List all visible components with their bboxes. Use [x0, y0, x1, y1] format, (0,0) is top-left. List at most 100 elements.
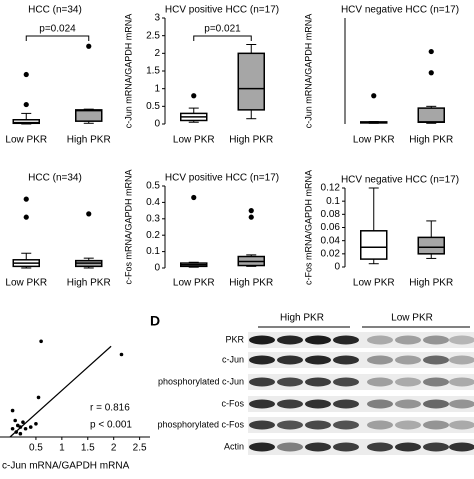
- blot-band: [305, 399, 331, 409]
- point: [36, 395, 41, 400]
- blot-row-label: Actin: [224, 441, 244, 451]
- point: [13, 418, 17, 423]
- y-tick-label: 0.5: [146, 101, 160, 112]
- point: [23, 426, 28, 431]
- y-axis-label: c-Fos mRNA/GAPDH mRNA: [123, 169, 133, 284]
- blot-band: [277, 335, 303, 345]
- y-axis-label: c-Fos mRNA/GAPDH mRNA: [303, 170, 313, 285]
- blot-band: [333, 335, 359, 345]
- blot-band: [423, 442, 449, 452]
- y-tick-label: 1.5: [146, 66, 160, 77]
- y-tick-label: 0: [154, 263, 160, 274]
- point: [34, 422, 38, 426]
- blot-band: [305, 355, 331, 365]
- significance-label: p=0.024: [39, 24, 76, 35]
- panel-label: D: [150, 313, 160, 329]
- blot-band: [277, 442, 303, 452]
- y-tick-label: 1: [154, 83, 160, 94]
- x-tick-label: High PKR: [229, 135, 273, 146]
- y-tick-label: 0.1: [146, 246, 160, 257]
- y-tick-label: 3: [154, 13, 160, 24]
- chart-title: HCV positive HCC (n=17): [165, 173, 279, 184]
- y-axis-label: c-Jun mRNA/GAPDH mRNA: [303, 14, 313, 129]
- blot-strip: [248, 417, 474, 433]
- x-axis-label: c-Jun mRNA/GAPDH mRNA: [2, 461, 130, 472]
- x-tick-label: Low PKR: [353, 135, 395, 146]
- x-tick-label: 1.5: [81, 443, 95, 454]
- x-tick-label: High PKR: [67, 135, 111, 146]
- y-tick-label: 0.5: [146, 181, 160, 192]
- blot-group: High PKR: [280, 313, 324, 324]
- significance-bracket: [193, 35, 252, 41]
- x-tick-label: High PKR: [409, 135, 453, 146]
- y-tick-label: 2: [154, 48, 160, 59]
- chart-title: HCC (n=34): [28, 173, 82, 184]
- outlier: [248, 214, 254, 220]
- x-tick-label: 2: [111, 443, 117, 454]
- blot-band: [423, 420, 449, 430]
- blot-row-label: phosphorylated c-Jun: [158, 376, 244, 386]
- outlier: [86, 211, 92, 217]
- blot-band: [423, 355, 449, 365]
- blot-band: [449, 377, 474, 387]
- blot-band: [367, 377, 393, 387]
- blot-band: [249, 335, 275, 345]
- x-tick-label: 1: [59, 443, 65, 454]
- point: [10, 408, 15, 413]
- y-tick-label: 0.02: [321, 248, 341, 259]
- blot-group: Low PKR: [391, 313, 433, 324]
- y-tick-label: 0.06: [321, 222, 341, 233]
- blot-strip: [248, 439, 474, 455]
- blot-band: [249, 377, 275, 387]
- point: [10, 426, 15, 431]
- blot-band: [367, 355, 393, 365]
- chart-title: HCV positive HCC (n=17): [165, 5, 279, 16]
- box: [237, 52, 265, 111]
- x-tick-label: Low PKR: [5, 135, 47, 146]
- point: [119, 352, 124, 357]
- box: [417, 107, 445, 123]
- point: [21, 420, 25, 424]
- x-tick-label: 0.5: [29, 443, 43, 454]
- blot-band: [277, 420, 303, 430]
- y-tick-label: 0.08: [321, 209, 341, 220]
- significance-label: p=0.021: [204, 24, 241, 35]
- blot-band: [395, 420, 421, 430]
- annotation: p < 0.001: [90, 420, 132, 431]
- annotation: r = 0.816: [90, 403, 130, 414]
- blot-strip: [248, 396, 474, 412]
- blot-band: [395, 377, 421, 387]
- point: [28, 425, 33, 429]
- blot-band: [333, 377, 359, 387]
- box: [360, 230, 388, 260]
- point: [15, 423, 20, 428]
- point: [39, 339, 43, 344]
- outlier: [428, 48, 434, 55]
- blot-band: [333, 442, 359, 452]
- y-tick-label: 0: [154, 119, 160, 130]
- outlier: [428, 70, 434, 76]
- blot-band: [277, 377, 303, 387]
- blot-band: [333, 355, 359, 365]
- y-tick-label: 2.5: [146, 30, 160, 41]
- outlier: [191, 93, 197, 99]
- blot-band: [305, 442, 331, 452]
- blot-row-label: PKR: [225, 334, 244, 344]
- box: [75, 109, 103, 122]
- blot-band: [449, 420, 474, 430]
- chart-title: HCC (n=34): [28, 5, 82, 16]
- blot-band: [367, 420, 393, 430]
- y-tick-label: 0.04: [321, 235, 341, 246]
- point: [18, 431, 23, 436]
- blot-band: [249, 355, 275, 365]
- outlier: [23, 71, 29, 78]
- blot-band: [449, 442, 474, 452]
- blot-row-label: phosphorylated c-Fos: [157, 419, 244, 429]
- blot-strip: [248, 352, 474, 368]
- blot-band: [423, 399, 449, 409]
- outlier: [86, 43, 92, 49]
- x-tick-label: Low PKR: [353, 278, 395, 289]
- trend-line: [9, 345, 112, 438]
- y-axis-label: c-Jun mRNA/GAPDH mRNA: [123, 14, 133, 129]
